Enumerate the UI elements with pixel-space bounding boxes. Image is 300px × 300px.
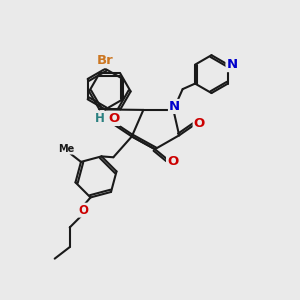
Text: N: N bbox=[226, 58, 238, 71]
Text: O: O bbox=[108, 112, 120, 125]
Text: H: H bbox=[94, 112, 104, 125]
Text: N: N bbox=[169, 100, 180, 113]
Text: O: O bbox=[79, 204, 88, 217]
Text: O: O bbox=[167, 155, 178, 168]
Text: O: O bbox=[194, 117, 205, 130]
Text: Me: Me bbox=[58, 144, 74, 154]
Text: Br: Br bbox=[96, 54, 113, 67]
